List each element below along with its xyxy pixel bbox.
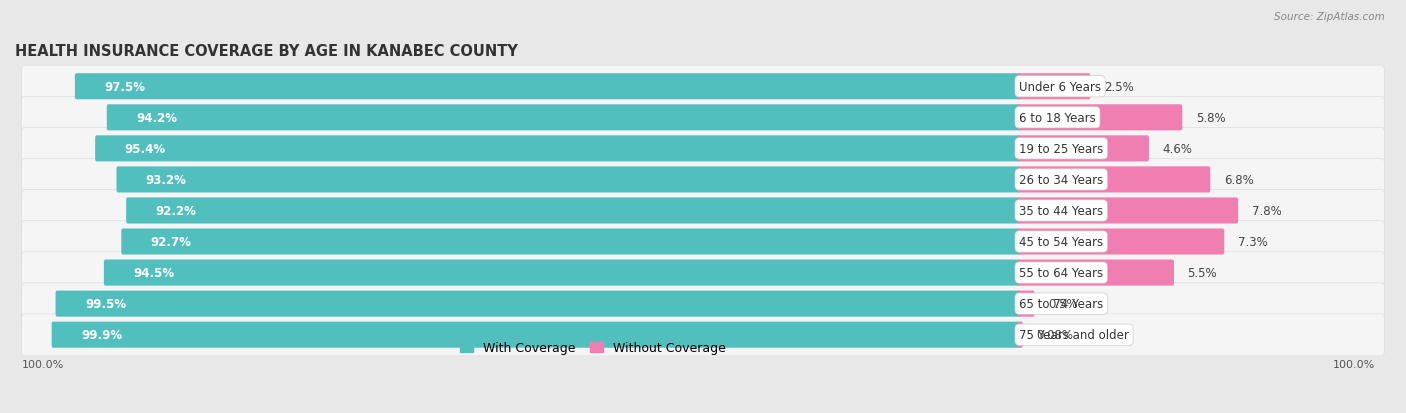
Legend: With Coverage, Without Coverage: With Coverage, Without Coverage [460, 342, 725, 354]
FancyBboxPatch shape [96, 136, 1021, 162]
FancyBboxPatch shape [21, 159, 1385, 201]
FancyBboxPatch shape [55, 291, 1021, 317]
Text: 99.9%: 99.9% [82, 328, 122, 342]
FancyBboxPatch shape [107, 105, 1021, 131]
Text: 94.2%: 94.2% [136, 112, 177, 125]
Text: 35 to 44 Years: 35 to 44 Years [1019, 204, 1104, 218]
FancyBboxPatch shape [21, 97, 1385, 139]
Text: 6 to 18 Years: 6 to 18 Years [1019, 112, 1095, 125]
Text: 0.5%: 0.5% [1047, 297, 1077, 311]
FancyBboxPatch shape [1018, 260, 1174, 286]
Text: 55 to 64 Years: 55 to 64 Years [1019, 266, 1104, 280]
FancyBboxPatch shape [1018, 291, 1035, 317]
Text: 4.6%: 4.6% [1163, 142, 1192, 156]
FancyBboxPatch shape [104, 260, 1021, 286]
FancyBboxPatch shape [117, 167, 1021, 193]
Text: 95.4%: 95.4% [125, 142, 166, 156]
Text: 19 to 25 Years: 19 to 25 Years [1019, 142, 1104, 156]
Text: 99.5%: 99.5% [84, 297, 127, 311]
Text: 65 to 74 Years: 65 to 74 Years [1019, 297, 1104, 311]
FancyBboxPatch shape [21, 283, 1385, 325]
FancyBboxPatch shape [21, 314, 1385, 356]
FancyBboxPatch shape [1018, 322, 1022, 348]
FancyBboxPatch shape [1018, 167, 1211, 193]
FancyBboxPatch shape [21, 128, 1385, 170]
FancyBboxPatch shape [1018, 136, 1149, 162]
FancyBboxPatch shape [21, 66, 1385, 108]
Text: 92.7%: 92.7% [150, 235, 191, 249]
Text: 0.08%: 0.08% [1036, 328, 1073, 342]
FancyBboxPatch shape [1018, 198, 1239, 224]
Text: 94.5%: 94.5% [134, 266, 174, 280]
FancyBboxPatch shape [52, 322, 1021, 348]
Text: 92.2%: 92.2% [156, 204, 197, 218]
FancyBboxPatch shape [1018, 74, 1090, 100]
FancyBboxPatch shape [75, 74, 1021, 100]
Text: 7.3%: 7.3% [1237, 235, 1267, 249]
Text: 6.8%: 6.8% [1223, 173, 1253, 187]
Text: 97.5%: 97.5% [104, 81, 145, 94]
Text: Source: ZipAtlas.com: Source: ZipAtlas.com [1274, 12, 1385, 22]
FancyBboxPatch shape [1018, 105, 1182, 131]
Text: 5.8%: 5.8% [1195, 112, 1226, 125]
Text: 7.8%: 7.8% [1251, 204, 1281, 218]
Text: 2.5%: 2.5% [1104, 81, 1133, 94]
Text: 45 to 54 Years: 45 to 54 Years [1019, 235, 1104, 249]
FancyBboxPatch shape [21, 221, 1385, 263]
FancyBboxPatch shape [127, 198, 1021, 224]
Text: 75 Years and older: 75 Years and older [1019, 328, 1129, 342]
FancyBboxPatch shape [1018, 229, 1225, 255]
Text: HEALTH INSURANCE COVERAGE BY AGE IN KANABEC COUNTY: HEALTH INSURANCE COVERAGE BY AGE IN KANA… [15, 44, 517, 59]
Text: Under 6 Years: Under 6 Years [1019, 81, 1101, 94]
Text: 26 to 34 Years: 26 to 34 Years [1019, 173, 1104, 187]
FancyBboxPatch shape [121, 229, 1021, 255]
Text: 93.2%: 93.2% [146, 173, 187, 187]
FancyBboxPatch shape [21, 190, 1385, 232]
Text: 5.5%: 5.5% [1188, 266, 1218, 280]
FancyBboxPatch shape [21, 252, 1385, 294]
